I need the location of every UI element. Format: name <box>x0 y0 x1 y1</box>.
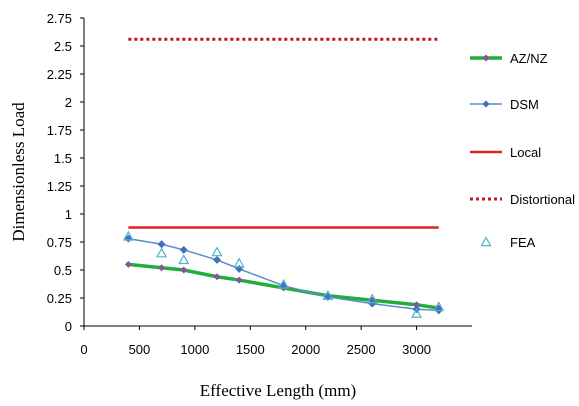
x-tick-label: 1000 <box>180 342 209 357</box>
x-axis-title: Effective Length (mm) <box>200 381 356 400</box>
legend-item: AZ/NZ <box>470 51 548 66</box>
legend-label: Local <box>510 145 541 160</box>
data-point <box>211 246 223 257</box>
y-tick-label: 1.5 <box>54 151 72 166</box>
x-tick-label: 500 <box>129 342 151 357</box>
y-tick-label: 0 <box>65 319 72 334</box>
y-ticks: 0 0.25 0.5 0.75 1 1.25 1.5 1.75 2 2.25 2.5 2.75 <box>47 11 84 334</box>
x-tick-label: 1500 <box>236 342 265 357</box>
legend-item: DSM <box>470 97 539 112</box>
legend: AZ/NZ DSM Local Distortional FEA <box>470 51 575 250</box>
series-fea <box>122 230 445 318</box>
data-point <box>179 245 188 254</box>
y-tick-label: 2.25 <box>47 67 72 82</box>
legend-marker <box>482 54 490 62</box>
data-point <box>413 301 421 309</box>
legend-label: FEA <box>510 235 536 250</box>
x-tick-label: 3000 <box>402 342 431 357</box>
data-point <box>233 257 245 268</box>
data-point <box>158 264 166 272</box>
series-line <box>128 237 439 312</box>
data-point <box>235 264 244 273</box>
y-tick-label: 2.75 <box>47 11 72 26</box>
x-tick-label: 2000 <box>291 342 320 357</box>
data-point <box>156 247 168 258</box>
y-axis-title: Dimensionless Load <box>9 102 28 242</box>
data-point <box>368 299 377 308</box>
legend-label: Distortional <box>510 192 575 207</box>
legend-item: FEA <box>480 235 536 250</box>
data-point <box>411 307 423 318</box>
y-tick-label: 0.5 <box>54 263 72 278</box>
data-point <box>278 278 290 289</box>
data-point <box>213 255 222 264</box>
y-tick-label: 1.25 <box>47 179 72 194</box>
x-ticks: 0 500 1000 1500 2000 2500 3000 <box>80 326 431 357</box>
legend-label: DSM <box>510 97 539 112</box>
y-tick-label: 0.25 <box>47 291 72 306</box>
y-tick-label: 1.75 <box>47 123 72 138</box>
data-point <box>322 290 334 300</box>
series-line <box>128 262 440 310</box>
y-tick-label: 0.75 <box>47 235 72 250</box>
data-point <box>433 301 445 312</box>
data-point <box>180 266 188 274</box>
y-tick-label: 2.5 <box>54 39 72 54</box>
data-point <box>122 230 134 241</box>
data-point <box>178 254 190 265</box>
data-point <box>124 260 132 268</box>
legend-marker <box>482 100 490 108</box>
legend-item: Local <box>470 145 541 160</box>
plot-area <box>122 37 445 318</box>
legend-label: AZ/NZ <box>510 51 548 66</box>
legend-item: Distortional <box>470 192 575 207</box>
data-point <box>235 276 243 284</box>
data-point <box>213 273 221 281</box>
x-tick-label: 2500 <box>347 342 376 357</box>
y-tick-label: 1 <box>65 207 72 222</box>
legend-marker <box>480 236 492 247</box>
data-point <box>157 240 166 249</box>
x-tick-label: 0 <box>80 342 87 357</box>
y-tick-label: 2 <box>65 95 72 110</box>
data-point <box>366 293 378 304</box>
